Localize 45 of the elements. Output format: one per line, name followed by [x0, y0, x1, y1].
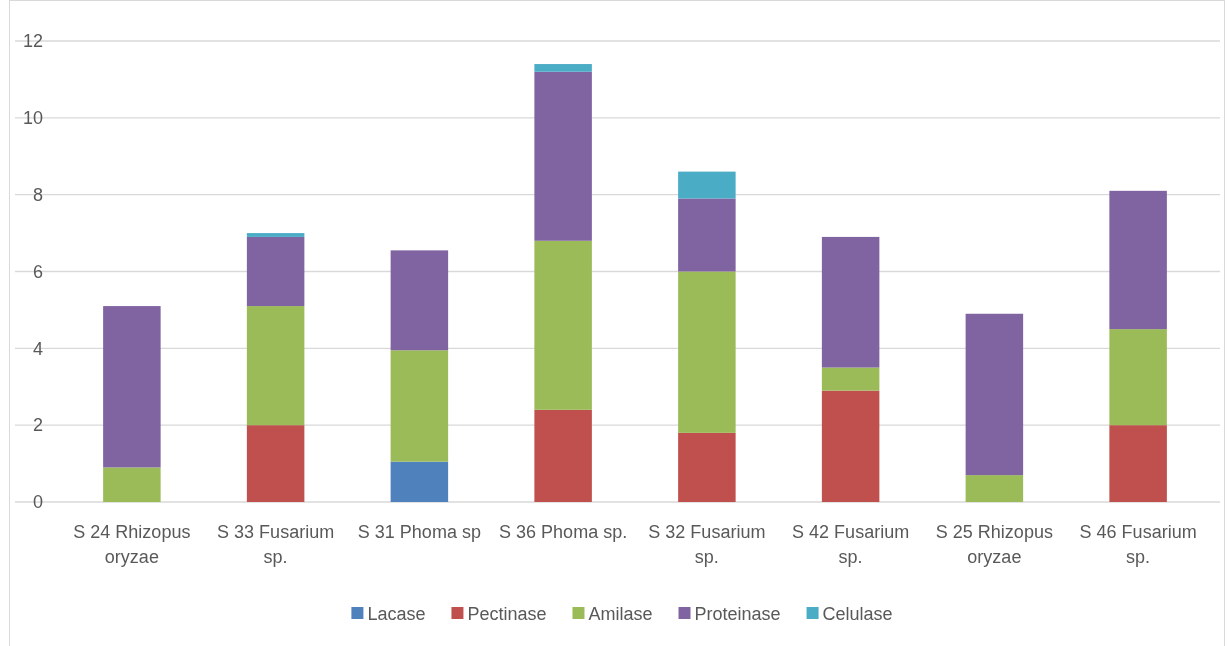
bar	[821, 236, 880, 368]
bar	[534, 71, 592, 241]
bar	[534, 64, 592, 72]
bar	[390, 250, 449, 351]
x-tick-label: S 36 Phoma sp.	[499, 522, 628, 542]
bar	[678, 271, 736, 433]
y-tick-label: 2	[32, 415, 43, 436]
bar	[965, 475, 1024, 502]
bar	[246, 233, 305, 237]
bar	[1109, 425, 1167, 502]
bar	[1109, 190, 1167, 330]
x-tick-label: S 32 Fusarium sp.	[648, 522, 766, 567]
bar	[390, 350, 449, 462]
bar	[965, 313, 1024, 476]
y-tick-label: 0	[32, 492, 43, 513]
x-tick-label: S 46 Fusarium sp.	[1079, 522, 1197, 567]
y-tick-label: 4	[32, 338, 43, 359]
bar	[534, 240, 592, 410]
bar	[678, 198, 736, 272]
x-tick-label: S 25 Rhizopus oryzae	[935, 522, 1053, 567]
x-tick-label: S 42 Fusarium sp.	[792, 522, 910, 567]
x-tick-label: S 31 Phoma sp	[357, 522, 481, 542]
bar	[678, 432, 736, 502]
x-tick-label: S 24 Rhizopus oryzae	[73, 522, 191, 567]
y-tick-label: 8	[32, 184, 43, 205]
legend-label: Amilase	[588, 604, 653, 625]
bar	[246, 306, 305, 426]
bar	[246, 236, 305, 307]
y-tick-label: 12	[22, 31, 43, 52]
legend-label: Celulase	[822, 604, 893, 625]
legend-label: Pectinase	[467, 604, 547, 625]
x-tick-label: S 33 Fusarium sp.	[217, 522, 335, 567]
bar	[1109, 329, 1167, 426]
y-tick-label: 6	[32, 261, 43, 282]
bar	[534, 409, 592, 502]
bar	[821, 390, 880, 502]
bar	[103, 306, 161, 468]
bar	[821, 367, 880, 391]
legend-label: Lacase	[367, 604, 426, 625]
bar	[678, 171, 736, 199]
bar	[246, 425, 305, 502]
y-tick-label: 10	[22, 108, 43, 129]
bar	[103, 467, 161, 502]
legend-label: Proteinase	[694, 604, 781, 625]
bar	[390, 461, 449, 502]
